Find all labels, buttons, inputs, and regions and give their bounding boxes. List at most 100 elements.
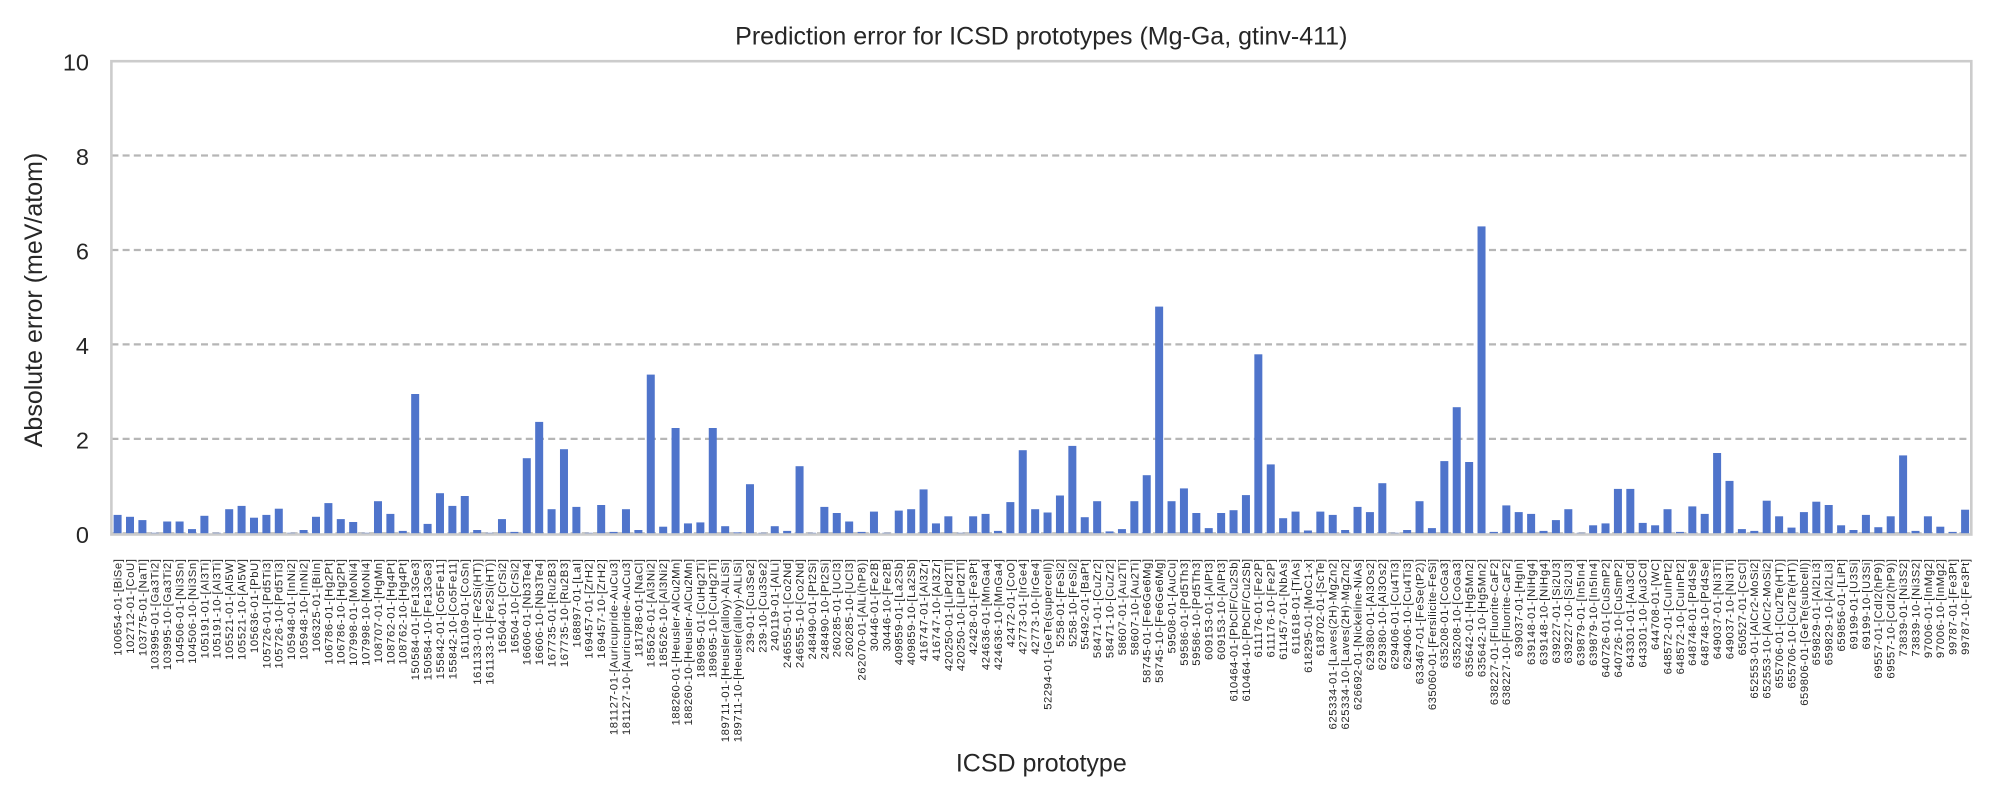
svg-text:239-01-[Cu3Se2]: 239-01-[Cu3Se2] (745, 559, 757, 653)
svg-text:611457-01-[NbAs]: 611457-01-[NbAs] (1278, 559, 1290, 660)
svg-text:105726-10-[Pd5Ti3]: 105726-10-[Pd5Ti3] (274, 559, 286, 669)
svg-text:629406-10-[Cu4Ti3]: 629406-10-[Cu4Ti3] (1402, 559, 1414, 670)
svg-text:99787-10-[Fe3Pt]: 99787-10-[Fe3Pt] (1960, 559, 1972, 655)
svg-text:188260-10-[Heusler-AlCu2Mn]: 188260-10-[Heusler-AlCu2Mn] (683, 559, 695, 726)
svg-text:105636-01-[PbU]: 105636-01-[PbU] (249, 559, 261, 654)
svg-text:640726-10-[CuSmP2]: 640726-10-[CuSmP2] (1613, 559, 1625, 678)
svg-text:10: 10 (63, 50, 89, 76)
svg-text:650527-01-[CsCl]: 650527-01-[CsCl] (1737, 559, 1749, 656)
svg-text:420250-10-[LiPd2Tl]: 420250-10-[LiPd2Tl] (956, 559, 968, 672)
svg-text:181127-01-[Auricupride-AuCu3]: 181127-01-[Auricupride-AuCu3] (608, 559, 620, 736)
svg-text:58745-01-[Fe6Ge6Mg]: 58745-01-[Fe6Ge6Mg] (1142, 559, 1154, 683)
svg-text:643301-10-[Au3Cd]: 643301-10-[Au3Cd] (1638, 559, 1650, 668)
svg-text:640726-01-[CuSmP2]: 640726-01-[CuSmP2] (1600, 559, 1612, 678)
svg-text:181127-10-[Auricupride-AuCu3]: 181127-10-[Auricupride-AuCu3] (621, 559, 633, 736)
svg-text:58471-10-[CuZr2]: 58471-10-[CuZr2] (1104, 559, 1116, 659)
svg-text:181788-01-[NaCl]: 181788-01-[NaCl] (633, 559, 645, 658)
svg-text:409859-01-[La2Sb]: 409859-01-[La2Sb] (894, 559, 906, 666)
svg-text:150584-10-[Fe13Ge3]: 150584-10-[Fe13Ge3] (422, 559, 434, 681)
svg-text:55492-01-[BaPt]: 55492-01-[BaPt] (1080, 559, 1092, 650)
svg-text:5258-01-[FeSi2]: 5258-01-[FeSi2] (1055, 559, 1067, 647)
svg-text:106786-10-[Hg2Pt]: 106786-10-[Hg2Pt] (336, 559, 348, 665)
svg-text:16504-01-[CrSi2]: 16504-01-[CrSi2] (497, 559, 509, 654)
svg-text:639227-10-[Si2U3]: 639227-10-[Si2U3] (1563, 559, 1575, 664)
svg-text:648748-01-[Pd4Se]: 648748-01-[Pd4Se] (1687, 559, 1699, 666)
svg-text:629380-01-[Al3Os2]: 629380-01-[Al3Os2] (1365, 559, 1377, 671)
svg-text:59586-10-[Pd5Th3]: 59586-10-[Pd5Th3] (1191, 559, 1203, 666)
svg-text:169457-01-[ZrH2]: 169457-01-[ZrH2] (584, 559, 596, 659)
svg-text:102712-01-[CoU]: 102712-01-[CoU] (125, 559, 137, 654)
svg-text:103995-01-[Ga3Ti2]: 103995-01-[Ga3Ti2] (150, 559, 162, 671)
svg-text:629406-01-[Cu4Ti3]: 629406-01-[Cu4Ti3] (1390, 559, 1402, 670)
svg-text:185626-10-[Al3Ni2]: 185626-10-[Al3Ni2] (658, 559, 670, 668)
svg-text:104506-01-[Ni3Sn]: 104506-01-[Ni3Sn] (175, 559, 187, 664)
svg-text:105521-10-[Al5W]: 105521-10-[Al5W] (236, 559, 248, 660)
svg-text:161109-01-[CoSn]: 161109-01-[CoSn] (460, 559, 472, 660)
svg-text:649037-01-[Ni3Ti]: 649037-01-[Ni3Ti] (1712, 559, 1724, 660)
svg-text:652553-01-[AlCr2-MoSi2]: 652553-01-[AlCr2-MoSi2] (1749, 559, 1761, 699)
svg-text:30446-01-[Fe2B]: 30446-01-[Fe2B] (869, 559, 881, 652)
svg-text:167735-01-[Ru2B3]: 167735-01-[Ru2B3] (546, 559, 558, 668)
svg-text:189695-10-[CuHg2Ti]: 189695-10-[CuHg2Ti] (708, 559, 720, 678)
svg-text:424636-01-[MnGa4]: 424636-01-[MnGa4] (980, 559, 992, 671)
svg-text:625334-01-[Laves(2H)-MgZn2]: 625334-01-[Laves(2H)-MgZn2] (1328, 559, 1340, 730)
svg-text:638227-01-[Fluorite-CaF2]: 638227-01-[Fluorite-CaF2] (1489, 559, 1501, 706)
svg-text:58607-10-[Au2Ti]: 58607-10-[Au2Ti] (1129, 559, 1141, 656)
svg-text:59586-01-[Pd5Th3]: 59586-01-[Pd5Th3] (1179, 559, 1191, 666)
svg-text:626692-01-[Nickeline-NiAs]: 626692-01-[Nickeline-NiAs] (1352, 559, 1364, 711)
svg-text:105521-01-[Al5W]: 105521-01-[Al5W] (224, 559, 236, 660)
svg-text:97006-01-[InMg2]: 97006-01-[InMg2] (1923, 559, 1935, 659)
svg-text:108762-10-[Hg4Pt]: 108762-10-[Hg4Pt] (398, 559, 410, 665)
svg-text:639879-10-[In5In4]: 639879-10-[In5In4] (1588, 559, 1600, 666)
svg-text:248490-01-[Pt2Si]: 248490-01-[Pt2Si] (807, 559, 819, 660)
svg-text:58607-01-[Au2Ti]: 58607-01-[Au2Ti] (1117, 559, 1129, 656)
svg-text:168897-01-[LaI]: 168897-01-[LaI] (571, 559, 583, 648)
svg-text:633467-01-[FeSe(tP2)]: 633467-01-[FeSe(tP2)] (1414, 559, 1426, 685)
svg-text:652553-10-[AlCr2-MoSi2]: 652553-10-[AlCr2-MoSi2] (1762, 559, 1774, 699)
svg-text:169457-10-[ZrH2]: 169457-10-[ZrH2] (596, 559, 608, 659)
svg-text:246555-01-[Co2Nd]: 246555-01-[Co2Nd] (782, 559, 794, 669)
svg-text:42472-01-[CoO]: 42472-01-[CoO] (1005, 559, 1017, 648)
svg-text:Absolute error (meV/atom): Absolute error (meV/atom) (20, 153, 48, 448)
svg-text:73839-01-[Ni3S2]: 73839-01-[Ni3S2] (1898, 559, 1910, 657)
svg-text:416747-01-[Al3Zr]: 416747-01-[Al3Zr] (918, 559, 930, 662)
svg-text:649037-10-[Ni3Ti]: 649037-10-[Ni3Ti] (1724, 559, 1736, 660)
svg-text:655706-01-[Cu2Te(HT)]: 655706-01-[Cu2Te(HT)] (1774, 559, 1786, 689)
svg-text:59508-01-[AuCu]: 59508-01-[AuCu] (1166, 559, 1178, 654)
svg-text:240119-01-[AlLi]: 240119-01-[AlLi] (770, 559, 782, 652)
svg-text:2: 2 (76, 427, 89, 453)
svg-text:103995-10-[Ga3Ti2]: 103995-10-[Ga3Ti2] (162, 559, 174, 671)
svg-text:161133-01-[Fe2Si(HT)]: 161133-01-[Fe2Si(HT)] (472, 559, 484, 685)
svg-text:609153-01-[AlPt3]: 609153-01-[AlPt3] (1204, 559, 1216, 660)
svg-text:99787-01-[Fe3Pt]: 99787-01-[Fe3Pt] (1948, 559, 1960, 655)
svg-text:16606-01-[Nb3Te4]: 16606-01-[Nb3Te4] (522, 559, 534, 666)
svg-text:Prediction error for ICSD prot: Prediction error for ICSD prototypes (Mg… (735, 22, 1347, 50)
svg-text:635208-10-[CoGa3]: 635208-10-[CoGa3] (1452, 559, 1464, 669)
svg-text:69199-01-[U3Si]: 69199-01-[U3Si] (1848, 559, 1860, 650)
svg-text:167735-10-[Ru2B3]: 167735-10-[Ru2B3] (559, 559, 571, 668)
svg-text:639148-01-[NiHg4]: 639148-01-[NiHg4] (1526, 559, 1538, 666)
svg-text:655706-10-[Cu2Te(HT)]: 655706-10-[Cu2Te(HT)] (1786, 559, 1798, 689)
svg-text:16504-10-[CrSi2]: 16504-10-[CrSi2] (509, 559, 521, 654)
svg-text:610464-10-[PbClF/Cu2Sb]: 610464-10-[PbClF/Cu2Sb] (1241, 559, 1253, 702)
svg-text:648572-01-[CuInPt2]: 648572-01-[CuInPt2] (1662, 559, 1674, 675)
svg-text:106786-01-[Hg2Pt]: 106786-01-[Hg2Pt] (323, 559, 335, 665)
svg-text:648572-10-[CuInPt2]: 648572-10-[CuInPt2] (1675, 559, 1687, 675)
svg-text:69557-01-[CdI2(hP9)]: 69557-01-[CdI2(hP9)] (1873, 559, 1885, 679)
svg-text:73839-10-[Ni3S2]: 73839-10-[Ni3S2] (1910, 559, 1922, 657)
svg-text:58745-10-[Fe6Ge6Mg]: 58745-10-[Fe6Ge6Mg] (1154, 559, 1166, 683)
svg-text:106325-01-[BiIn]: 106325-01-[BiIn] (311, 559, 323, 653)
svg-text:42773-01-[IrGe4]: 42773-01-[IrGe4] (1018, 559, 1030, 655)
svg-text:625334-10-[Laves(2H)-MgZn2]: 625334-10-[Laves(2H)-MgZn2] (1340, 559, 1352, 730)
svg-text:105191-01-[Al3Ti]: 105191-01-[Al3Ti] (199, 559, 211, 659)
svg-text:409859-10-[La2Sb]: 409859-10-[La2Sb] (906, 559, 918, 666)
svg-text:246555-10-[Co2Nd]: 246555-10-[Co2Nd] (794, 559, 806, 669)
svg-text:248490-10-[Pt2Si]: 248490-10-[Pt2Si] (819, 559, 831, 660)
svg-text:659829-10-[Al2Li3]: 659829-10-[Al2Li3] (1824, 559, 1836, 666)
svg-text:103775-01-[NaTl]: 103775-01-[NaTl] (137, 559, 149, 657)
svg-text:189695-01-[CuHg2Ti]: 189695-01-[CuHg2Ti] (695, 559, 707, 678)
svg-text:420250-01-[LiPd2Tl]: 420250-01-[LiPd2Tl] (943, 559, 955, 672)
svg-text:659856-01-[LiPt]: 659856-01-[LiPt] (1836, 559, 1848, 652)
svg-text:239-10-[Cu3Se2]: 239-10-[Cu3Se2] (757, 559, 769, 653)
svg-text:629380-10-[Al3Os2]: 629380-10-[Al3Os2] (1377, 559, 1389, 671)
